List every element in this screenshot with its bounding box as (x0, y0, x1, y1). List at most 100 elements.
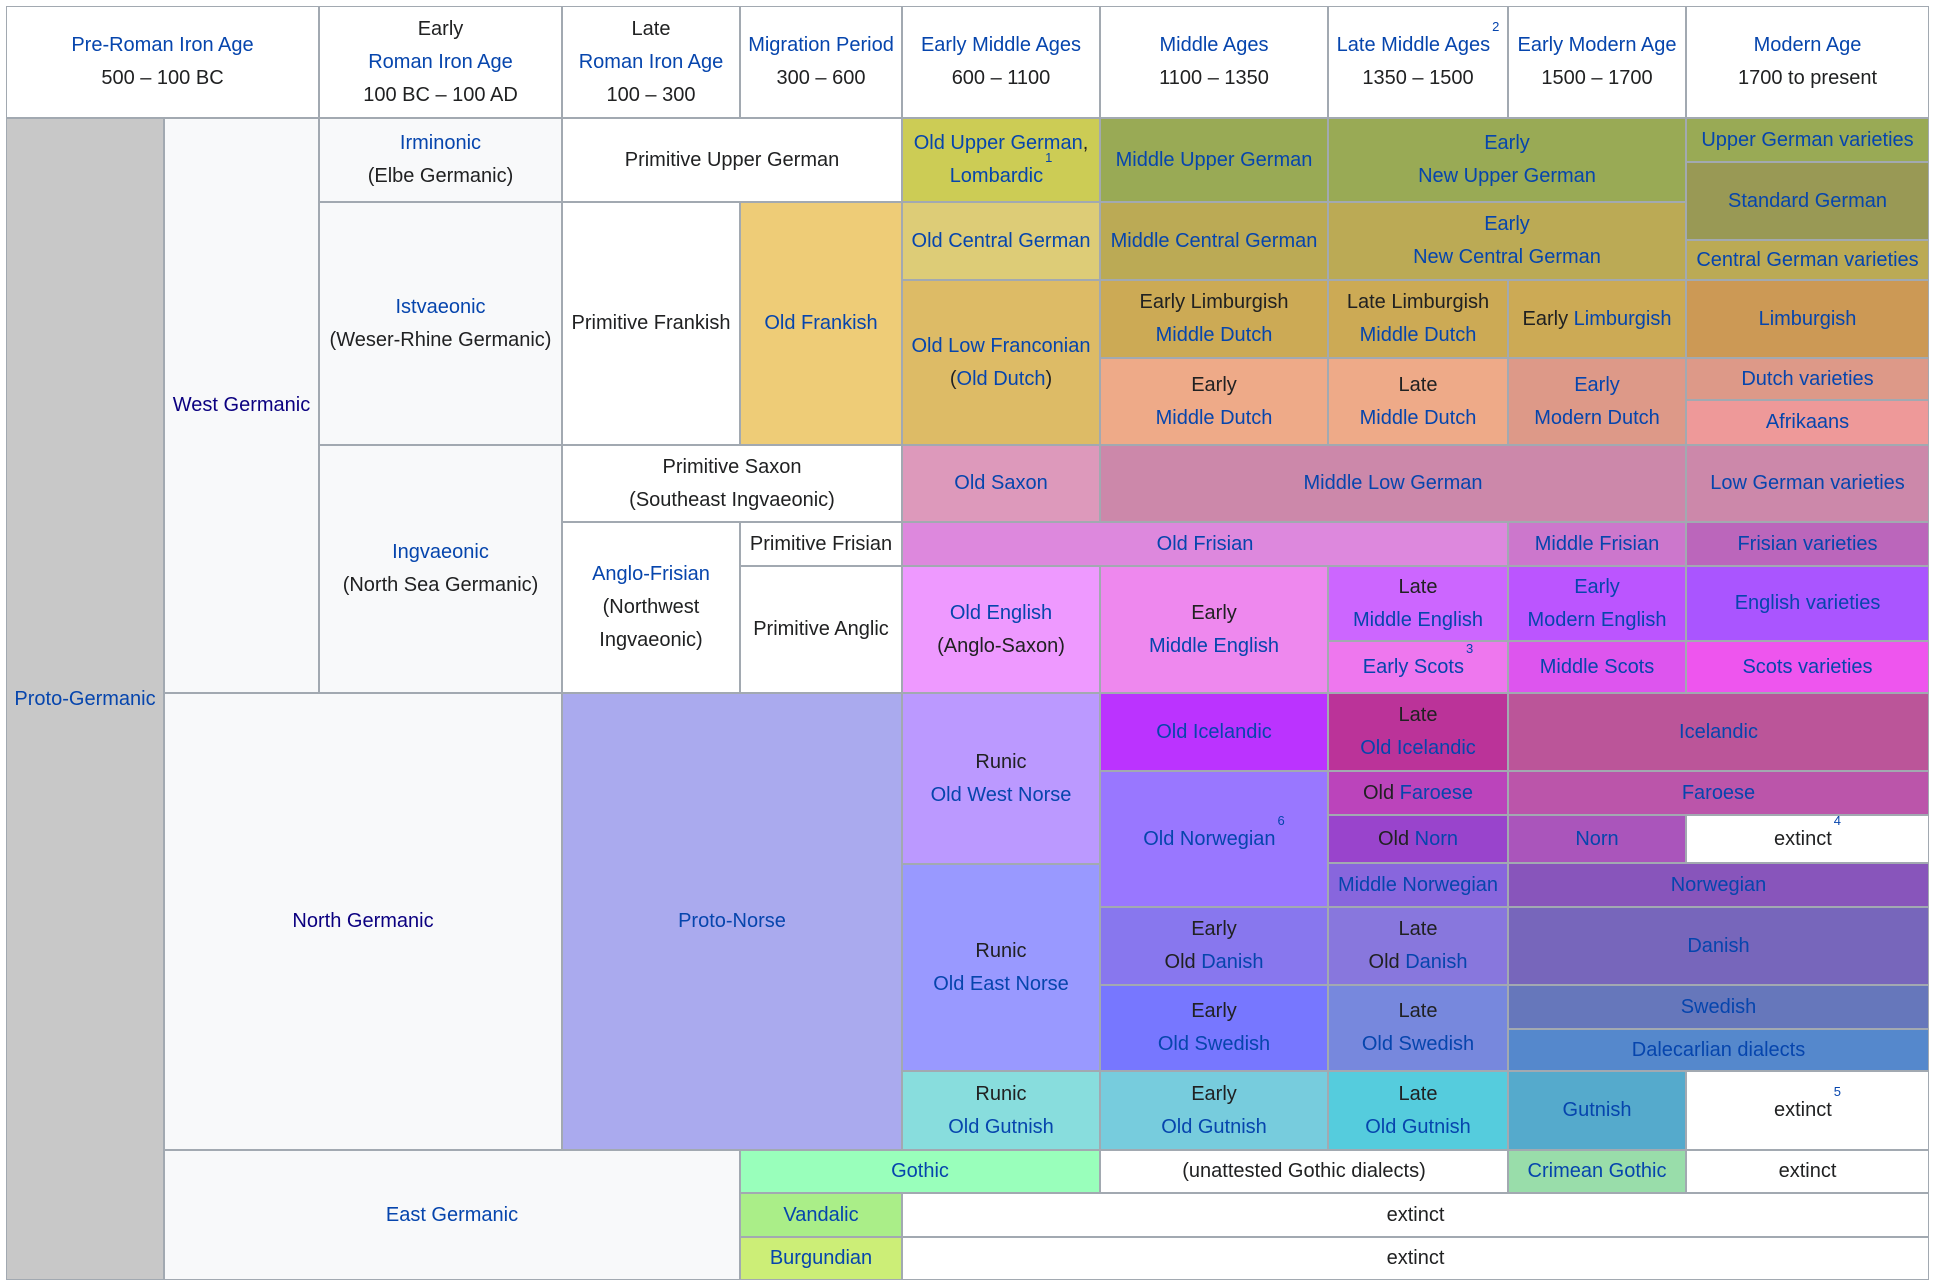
cell-standard-german: Standard German (1686, 162, 1929, 240)
cell-link[interactable]: Old Norwegian (1143, 827, 1276, 850)
cell-link[interactable]: North Germanic (292, 910, 434, 932)
cell-link[interactable]: Modern Age (1753, 34, 1862, 56)
cell-link[interactable]: Roman Iron Age (368, 50, 513, 73)
cell-link[interactable]: Danish (1687, 934, 1750, 957)
cell-link[interactable]: Istvaeonic (395, 295, 486, 318)
cell-link[interactable]: Burgundian (769, 1247, 873, 1269)
cell-link[interactable]: Icelandic (1679, 720, 1758, 743)
cell-link[interactable]: Frisian varieties (1737, 532, 1878, 555)
footnote-ref[interactable]: 2 (1492, 19, 1500, 35)
cell-link[interactable]: Middle Dutch (1359, 324, 1477, 346)
cell-link[interactable]: Late Middle Ages (1336, 34, 1491, 56)
cell-link[interactable]: Old Swedish (1157, 1033, 1271, 1055)
cell-link[interactable]: Limburgish (1573, 307, 1672, 330)
footnote-ref[interactable]: 4 (1833, 815, 1842, 828)
cell-link[interactable]: Modern English (1527, 608, 1667, 631)
cell-east-germanic: East Germanic (164, 1150, 740, 1280)
cell-link[interactable]: Afrikaans (1765, 411, 1850, 433)
cell-link[interactable]: Middle Scots (1539, 655, 1655, 678)
cell-link[interactable]: Anglo-Frisian (592, 563, 710, 585)
cell-line: Modern Age (1754, 29, 1862, 62)
cell-link[interactable]: Middle English (1148, 634, 1280, 657)
cell-link[interactable]: Danish (1201, 951, 1264, 973)
cell-link[interactable]: Middle Frisian (1534, 532, 1660, 555)
cell-link[interactable]: Old Gutnish (948, 1115, 1054, 1138)
cell-link[interactable]: Old Icelandic (1360, 737, 1476, 759)
cell-link[interactable]: Old Saxon (954, 472, 1048, 494)
cell-link[interactable]: Early (1484, 213, 1530, 235)
cell-link[interactable]: Modern Dutch (1534, 406, 1660, 429)
cell-link[interactable]: Standard German (1728, 189, 1887, 212)
cell-link[interactable]: Old East Norse (933, 972, 1069, 995)
cell-link[interactable]: Middle Dutch (1359, 406, 1477, 429)
cell-link[interactable]: East Germanic (385, 1203, 519, 1226)
cell-link[interactable]: Middle Central German (1110, 229, 1318, 252)
cell-link[interactable]: Middle Norwegian (1337, 873, 1499, 896)
cell-link[interactable]: Old Gutnish (1161, 1115, 1267, 1138)
cell-link[interactable]: English varieties (1734, 592, 1881, 614)
cell-link[interactable]: Old Low Franconian (911, 334, 1091, 357)
cell-link[interactable]: Swedish (1680, 995, 1757, 1018)
cell-link[interactable]: Dalecarlian dialects (1631, 1038, 1806, 1061)
cell-link[interactable]: Low German varieties (1710, 472, 1905, 494)
cell-link[interactable]: Crimean Gothic (1527, 1160, 1667, 1182)
cell-link[interactable]: Middle Upper German (1115, 148, 1313, 171)
cell-link[interactable]: Faroese (1399, 781, 1474, 804)
cell-link[interactable]: Middle English (1352, 608, 1484, 631)
cell-link[interactable]: Early Scots (1362, 655, 1464, 678)
cell-line: Middle Dutch (1360, 402, 1477, 435)
cell-link[interactable]: Middle Dutch (1155, 406, 1273, 429)
footnote-ref[interactable]: 6 (1277, 812, 1285, 828)
cell-link[interactable]: Proto-Norse (678, 910, 786, 932)
cell-line: Istvaeonic (395, 291, 485, 324)
cell-link[interactable]: New Central German (1413, 246, 1601, 268)
cell-link[interactable]: Early Modern Age (1517, 34, 1677, 56)
cell-link[interactable]: Faroese (1681, 781, 1756, 804)
cell-link[interactable]: Vandalic (783, 1203, 859, 1226)
cell-link[interactable]: Norn (1575, 827, 1619, 850)
footnote-ref[interactable]: 5 (1833, 1084, 1842, 1100)
cell-link[interactable]: Migration Period (748, 34, 894, 56)
cell-link[interactable]: Irminonic (399, 132, 482, 154)
cell-link[interactable]: Old Gutnish (1365, 1115, 1471, 1138)
cell-link[interactable]: Old Icelandic (1156, 720, 1272, 743)
cell-link[interactable]: Scots varieties (1742, 655, 1873, 678)
cell-link[interactable]: Norwegian (1670, 873, 1767, 896)
cell-link[interactable]: Old Frisian (1156, 532, 1254, 555)
cell-link[interactable]: Gothic (891, 1160, 949, 1182)
cell-line: Anglo-Frisian (592, 558, 710, 591)
cell-link[interactable]: Middle Low German (1303, 472, 1483, 494)
cell-link[interactable]: Proto-Germanic (14, 687, 156, 710)
cell-line: Ingvaeonic (392, 536, 489, 569)
cell-link[interactable]: Early (1574, 373, 1620, 396)
cell-link[interactable]: Ingvaeonic (392, 541, 489, 563)
cell-link[interactable]: Middle Dutch (1155, 324, 1273, 346)
cell-link[interactable]: Upper German varieties (1701, 128, 1914, 151)
cell-link[interactable]: West Germanic (172, 394, 311, 416)
cell-link[interactable]: Old Central German (911, 229, 1091, 252)
cell-link[interactable]: Early (1574, 575, 1620, 598)
footnote-ref[interactable]: 3 (1465, 641, 1474, 656)
cell-link[interactable]: Norn (1414, 827, 1459, 850)
cell-link[interactable]: Old English (949, 601, 1053, 624)
cell-proto-norse: Proto-Norse (562, 693, 902, 1150)
cell-early-modern-dutch: Early Modern Dutch (1508, 358, 1686, 445)
cell-link[interactable]: Old Dutch (956, 367, 1046, 390)
cell-link[interactable]: Old West Norse (930, 783, 1072, 806)
cell-link[interactable]: Limburgish (1758, 307, 1857, 330)
footnote-ref[interactable]: 1 (1045, 150, 1053, 166)
cell-link[interactable]: Old Swedish (1361, 1033, 1475, 1055)
cell-link[interactable]: Middle Ages (1159, 34, 1269, 56)
cell-link[interactable]: Early Middle Ages (920, 34, 1082, 56)
cell-link[interactable]: Early (1484, 132, 1530, 154)
cell-link[interactable]: Roman Iron Age (578, 50, 724, 73)
cell-link[interactable]: Gutnish (1562, 1099, 1632, 1121)
cell-link[interactable]: Old Frankish (764, 312, 878, 334)
cell-link[interactable]: Central German varieties (1696, 248, 1919, 271)
cell-link[interactable]: Old Upper German (913, 132, 1083, 154)
cell-link[interactable]: Danish (1405, 951, 1468, 973)
cell-link[interactable]: Dutch varieties (1741, 367, 1874, 390)
cell-link[interactable]: New Upper German (1418, 165, 1596, 187)
cell-link[interactable]: Lombardic (949, 165, 1044, 187)
cell-link[interactable]: Pre-Roman Iron Age (71, 34, 254, 56)
